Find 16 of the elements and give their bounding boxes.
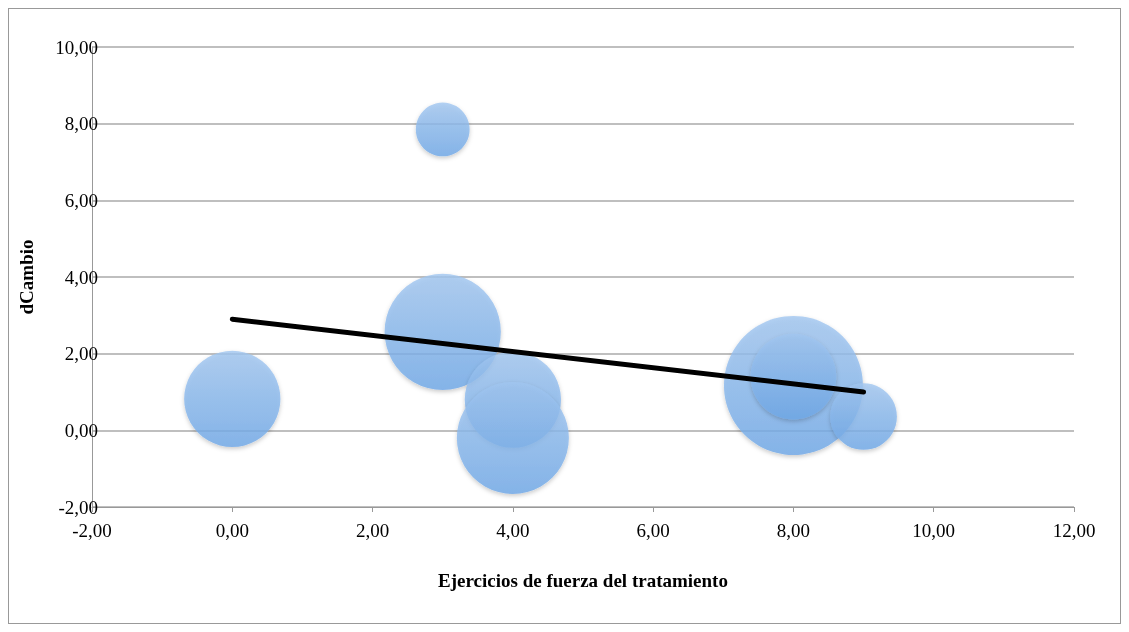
x-tick-label: 0,00	[215, 520, 249, 541]
y-axis-title: dCambio	[16, 239, 37, 315]
y-tick-label: 4,00	[64, 266, 98, 288]
y-tick-label: -2,00	[58, 496, 98, 518]
y-tick-label: 8,00	[64, 113, 98, 135]
y-tick-label: 10,00	[55, 36, 98, 58]
y-tick-label: 6,00	[64, 189, 98, 211]
x-tick-label: 2,00	[355, 520, 390, 541]
x-tick-label: 12,00	[1052, 520, 1096, 541]
x-tick-label: 4,00	[496, 520, 530, 541]
x-axis-title: Ejercicios de fuerza del tratamiento	[438, 570, 728, 591]
y-tick-label: 2,00	[64, 343, 98, 365]
y-tick-label: 0,00	[64, 419, 98, 441]
x-tick-label: 6,00	[636, 520, 670, 541]
x-tick-label: 10,00	[912, 520, 956, 541]
x-tick-label: 8,00	[776, 520, 811, 541]
